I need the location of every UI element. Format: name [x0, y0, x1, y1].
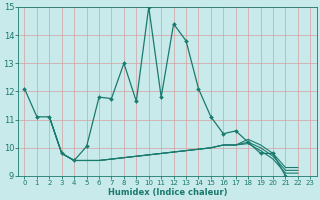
X-axis label: Humidex (Indice chaleur): Humidex (Indice chaleur)	[108, 188, 227, 197]
